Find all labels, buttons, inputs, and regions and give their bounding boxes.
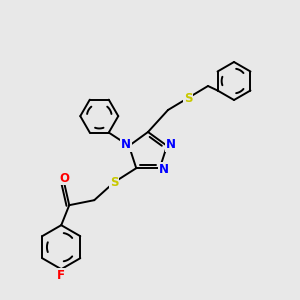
Text: S: S xyxy=(110,176,118,189)
Text: N: N xyxy=(166,138,176,151)
Text: O: O xyxy=(59,172,69,185)
Text: N: N xyxy=(121,138,131,151)
Text: S: S xyxy=(184,92,192,104)
Text: F: F xyxy=(57,269,65,282)
Text: N: N xyxy=(159,163,169,176)
